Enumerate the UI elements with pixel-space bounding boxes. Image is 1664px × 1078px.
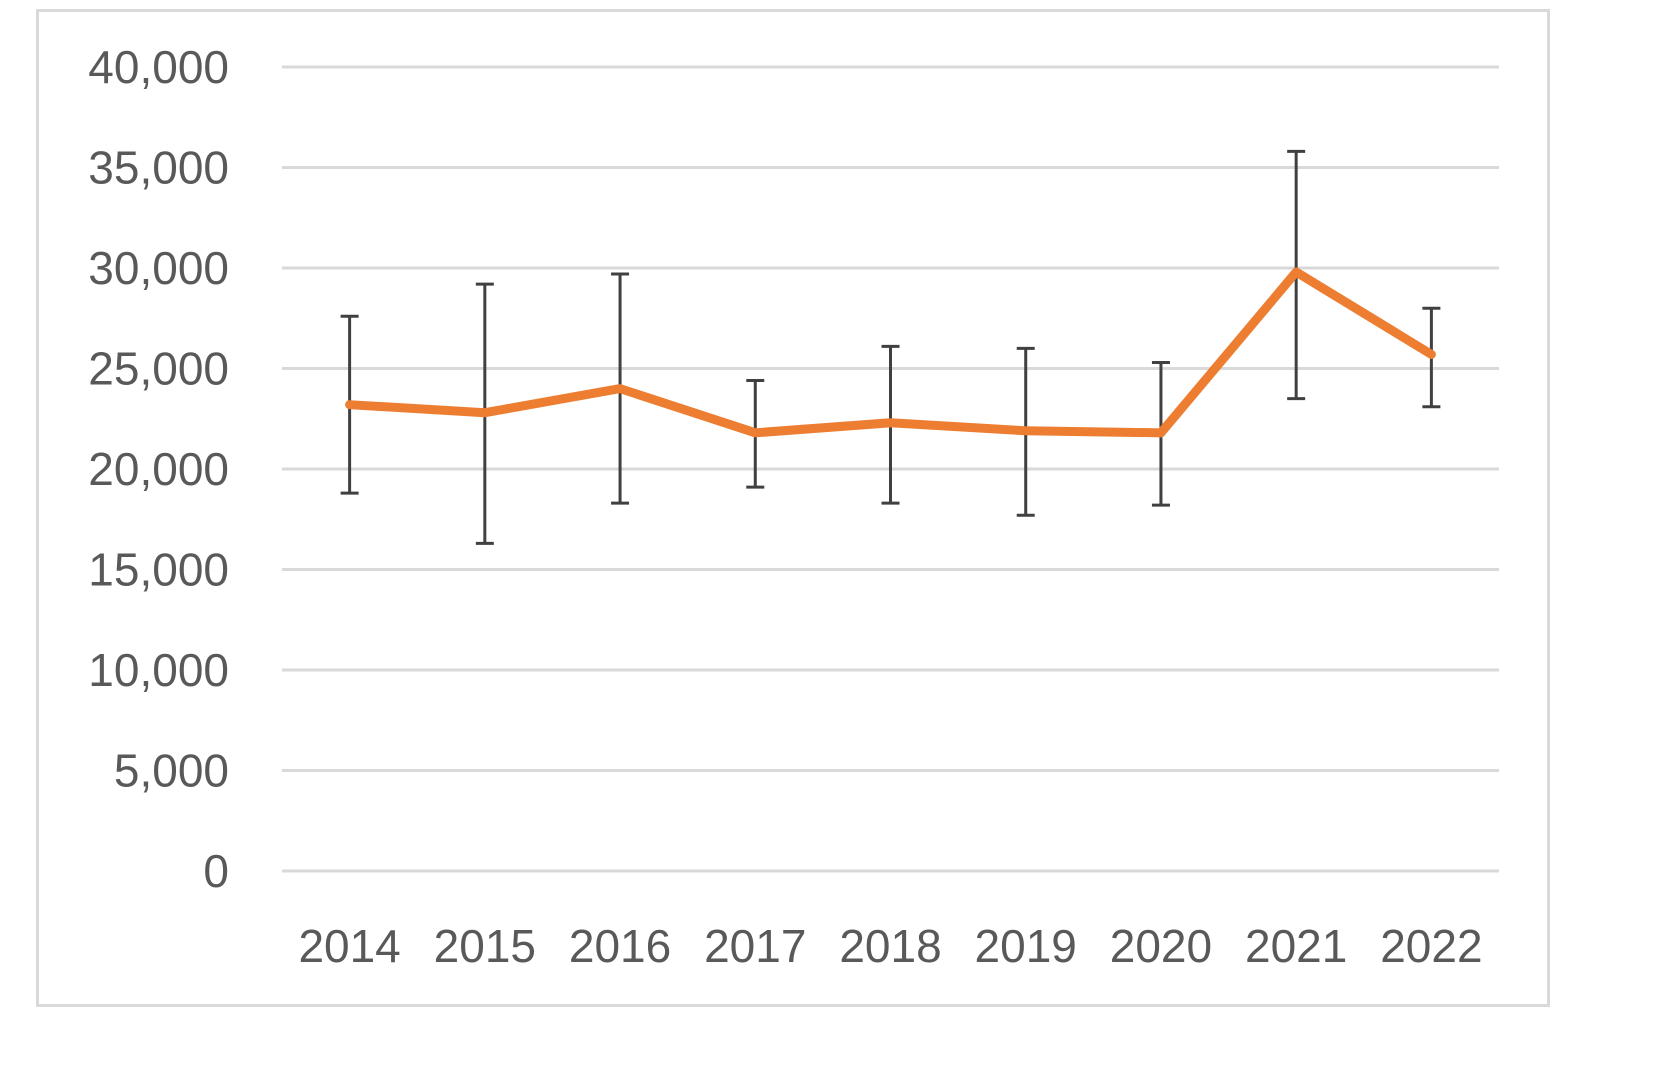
x-tick-label: 2014: [298, 920, 400, 972]
y-tick-label: 30,000: [88, 242, 229, 294]
x-tick-label: 2021: [1245, 920, 1347, 972]
x-tick-label: 2017: [704, 920, 806, 972]
y-tick-label: 5,000: [114, 745, 229, 797]
y-tick-label: 0: [203, 845, 229, 897]
line-chart: 0 5,000 10,000 15,000 20,000 25,000 30,000 35,0…: [88, 41, 1499, 972]
y-axis-tick-labels: 0 5,000 10,000 15,000 20,000 25,000 30,000 35,0…: [88, 41, 229, 897]
y-tick-label: 35,000: [88, 142, 229, 194]
y-tick-label: 40,000: [88, 41, 229, 93]
x-tick-label: 2018: [839, 920, 941, 972]
y-tick-label: 20,000: [88, 443, 229, 495]
error-bars: [340, 149, 1441, 545]
y-tick-label: 10,000: [88, 644, 229, 696]
x-tick-label: 2019: [975, 920, 1077, 972]
x-tick-label: 2015: [434, 920, 536, 972]
x-axis-tick-labels: 2014 2015 2016 2017 2018 2019 2020 2021 2022: [298, 920, 1482, 972]
x-tick-label: 2022: [1380, 920, 1482, 972]
x-tick-label: 2016: [569, 920, 671, 972]
y-tick-label: 25,000: [88, 343, 229, 395]
y-tick-label: 15,000: [88, 544, 229, 596]
series-lines: [345, 267, 1436, 438]
series-line: [345, 267, 1436, 438]
x-tick-label: 2020: [1110, 920, 1212, 972]
chart-frame: 0 5,000 10,000 15,000 20,000 25,000 30,000 35,0…: [36, 9, 1550, 1007]
